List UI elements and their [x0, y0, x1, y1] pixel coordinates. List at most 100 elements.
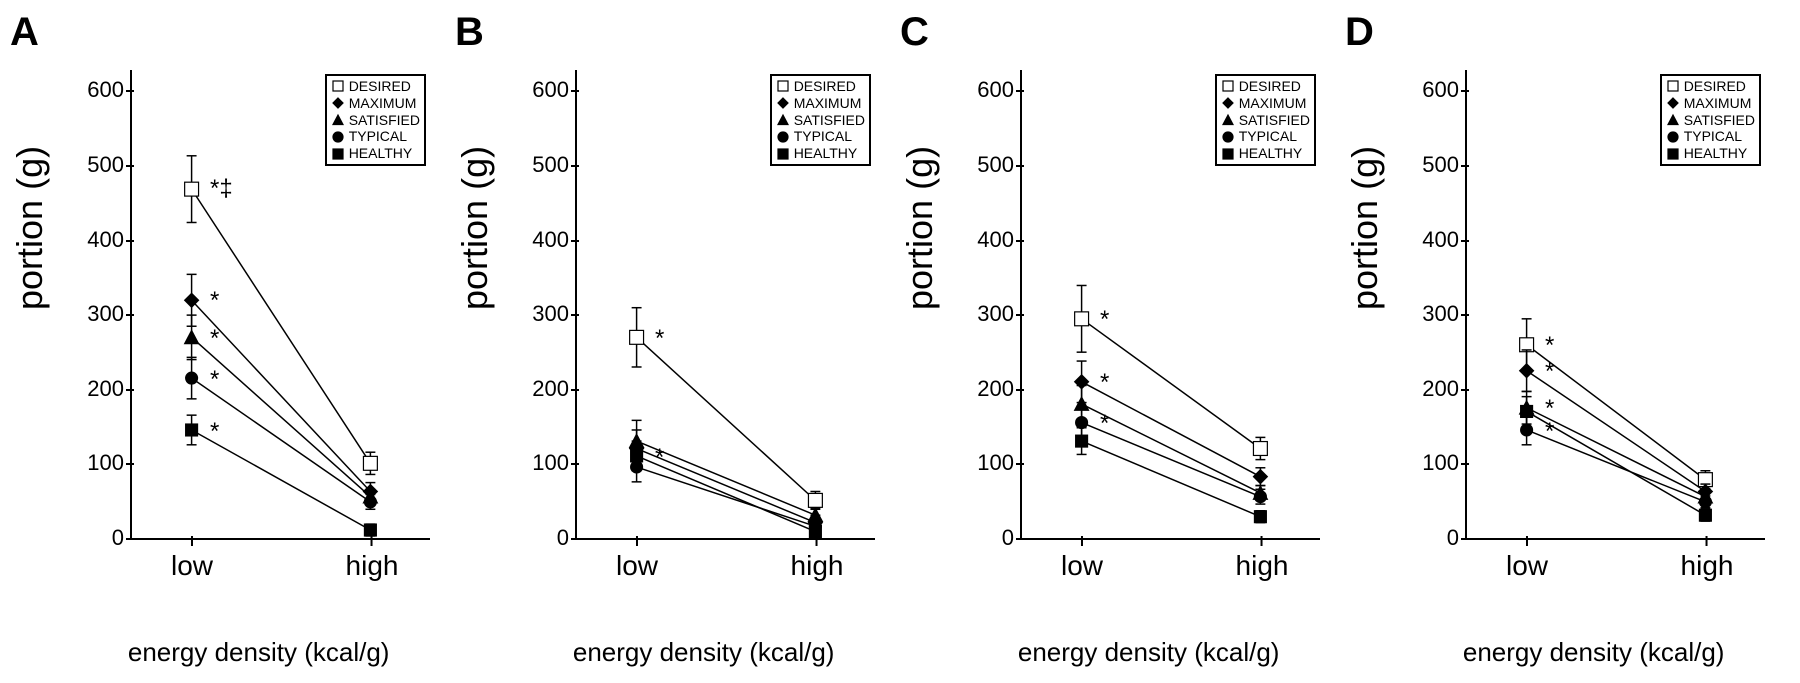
legend-item: HEALTHY [1221, 145, 1310, 162]
significance-annotation: * [1545, 332, 1554, 360]
panel-letter: C [900, 10, 929, 55]
y-tick: 600 [532, 77, 577, 103]
y-tick: 400 [1422, 227, 1467, 253]
legend: DESIREDMAXIMUMSATISFIEDTYPICALHEALTHY [1215, 74, 1316, 166]
legend-marker-icon [1666, 113, 1680, 127]
significance-annotation: * [1100, 369, 1109, 397]
legend-marker-icon [331, 113, 345, 127]
y-axis-label: portion (g) [1344, 146, 1386, 310]
legend-marker-icon [331, 96, 345, 110]
significance-annotation: * [655, 444, 664, 472]
y-tick: 200 [977, 376, 1022, 402]
x-tick: high [1236, 538, 1289, 582]
legend-item: SATISFIED [776, 112, 865, 129]
legend-label: MAXIMUM [1239, 95, 1307, 112]
x-tick: low [1061, 538, 1103, 582]
legend-item: TYPICAL [776, 128, 865, 145]
y-tick: 100 [87, 450, 132, 476]
y-tick: 600 [87, 77, 132, 103]
legend-item: TYPICAL [1666, 128, 1755, 145]
panel-C: Cportion (g)energy density (kcal/g)01002… [900, 10, 1345, 673]
y-tick: 200 [532, 376, 577, 402]
x-axis-label: energy density (kcal/g) [1018, 637, 1280, 668]
legend-marker-icon [331, 147, 345, 161]
legend-marker-icon [776, 113, 790, 127]
legend: DESIREDMAXIMUMSATISFIEDTYPICALHEALTHY [1660, 74, 1761, 166]
x-axis-label: energy density (kcal/g) [573, 637, 835, 668]
legend-item: DESIRED [1666, 78, 1755, 95]
y-tick: 600 [1422, 77, 1467, 103]
x-tick: high [346, 538, 399, 582]
legend-label: DESIRED [794, 78, 856, 95]
x-tick: low [1506, 538, 1548, 582]
y-axis-label: portion (g) [899, 146, 941, 310]
plot-area: 0100200300400500600lowhighDESIREDMAXIMUM… [1465, 70, 1765, 540]
y-tick: 500 [87, 152, 132, 178]
legend-label: MAXIMUM [1684, 95, 1752, 112]
x-tick: low [171, 538, 213, 582]
y-tick: 500 [1422, 152, 1467, 178]
y-axis-label: portion (g) [9, 146, 51, 310]
legend: DESIREDMAXIMUMSATISFIEDTYPICALHEALTHY [325, 74, 426, 166]
legend-label: DESIRED [1239, 78, 1301, 95]
legend-item: SATISFIED [1666, 112, 1755, 129]
legend-label: TYPICAL [1239, 128, 1297, 145]
legend-label: MAXIMUM [349, 95, 417, 112]
y-tick: 600 [977, 77, 1022, 103]
legend-marker-icon [776, 130, 790, 144]
legend-item: DESIRED [776, 78, 865, 95]
y-tick: 100 [977, 450, 1022, 476]
legend-item: MAXIMUM [1666, 95, 1755, 112]
y-tick: 300 [1422, 301, 1467, 327]
plot-area: 0100200300400500600lowhighDESIREDMAXIMUM… [130, 70, 430, 540]
y-tick: 200 [1422, 376, 1467, 402]
y-tick: 300 [87, 301, 132, 327]
x-tick: low [616, 538, 658, 582]
y-tick: 500 [977, 152, 1022, 178]
legend-item: SATISFIED [331, 112, 420, 129]
y-tick: 0 [557, 525, 577, 551]
legend-item: HEALTHY [776, 145, 865, 162]
y-tick: 200 [87, 376, 132, 402]
panel-letter: D [1345, 10, 1374, 55]
legend-marker-icon [1666, 96, 1680, 110]
plot-area: 0100200300400500600lowhighDESIREDMAXIMUM… [1020, 70, 1320, 540]
significance-annotation: *‡ [210, 175, 233, 203]
legend-label: DESIRED [349, 78, 411, 95]
legend-marker-icon [1221, 79, 1235, 93]
legend-marker-icon [776, 79, 790, 93]
y-tick: 400 [977, 227, 1022, 253]
legend-marker-icon [1666, 147, 1680, 161]
legend-label: SATISFIED [1239, 112, 1310, 129]
significance-annotation: * [1545, 358, 1554, 386]
legend-item: TYPICAL [331, 128, 420, 145]
x-axis-label: energy density (kcal/g) [1463, 637, 1725, 668]
legend-marker-icon [776, 96, 790, 110]
panel-letter: A [10, 10, 39, 55]
legend-marker-icon [1221, 113, 1235, 127]
legend-label: TYPICAL [794, 128, 852, 145]
legend-label: HEALTHY [794, 145, 858, 162]
legend-item: MAXIMUM [1221, 95, 1310, 112]
legend-label: HEALTHY [349, 145, 413, 162]
legend-item: SATISFIED [1221, 112, 1310, 129]
significance-annotation: * [210, 325, 219, 353]
y-tick: 100 [1422, 450, 1467, 476]
x-tick: high [1681, 538, 1734, 582]
significance-annotation: * [1100, 306, 1109, 334]
legend-label: DESIRED [1684, 78, 1746, 95]
y-tick: 0 [1447, 525, 1467, 551]
legend-item: MAXIMUM [776, 95, 865, 112]
panel-letter: B [455, 10, 484, 55]
panel-B: Bportion (g)energy density (kcal/g)01002… [455, 10, 900, 673]
y-tick: 300 [977, 301, 1022, 327]
panel-A: Aportion (g)energy density (kcal/g)01002… [10, 10, 455, 673]
legend-label: SATISFIED [349, 112, 420, 129]
significance-annotation: * [210, 287, 219, 315]
y-tick: 0 [1002, 525, 1022, 551]
y-axis-label: portion (g) [454, 146, 496, 310]
significance-annotation: * [210, 418, 219, 446]
legend-label: TYPICAL [349, 128, 407, 145]
legend-item: HEALTHY [331, 145, 420, 162]
legend-item: DESIRED [1221, 78, 1310, 95]
